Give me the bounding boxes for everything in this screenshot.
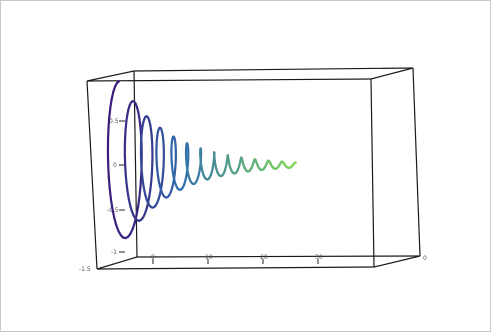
box-edge	[412, 67, 421, 257]
helix-series	[106, 80, 297, 240]
bounding-box	[86, 67, 421, 270]
helix-segment	[149, 180, 153, 191]
box-edge	[373, 255, 421, 268]
helix-segment	[107, 163, 110, 179]
helix-segment	[124, 127, 127, 139]
helix-segment	[140, 170, 144, 180]
x-end-tick-label: 0	[423, 255, 427, 262]
y-corner-tick-label: -1.5	[79, 266, 91, 273]
helix-segment	[138, 185, 142, 198]
box-edge	[133, 67, 414, 72]
helix-segment	[139, 174, 143, 188]
box-edge	[96, 266, 375, 270]
helix-segment	[150, 172, 153, 183]
helix-segment	[113, 217, 118, 227]
helix-segment	[135, 205, 140, 217]
y-tick-label: 0.5	[109, 118, 119, 125]
x-tick-label: 0	[151, 254, 155, 261]
helix-segment	[108, 106, 112, 119]
helix-segment	[124, 120, 128, 131]
box-edge	[136, 255, 421, 258]
box-edge	[133, 70, 138, 258]
helix-segment	[137, 195, 141, 208]
helix-segment	[110, 90, 115, 101]
box-edge	[370, 78, 375, 268]
helix-segment	[126, 190, 130, 201]
box-edge	[86, 70, 135, 82]
helix-segment	[125, 182, 129, 193]
helix-segment	[107, 176, 111, 190]
helix-segment	[127, 198, 132, 207]
helix-segment	[109, 198, 114, 211]
x-tick-label: 10	[205, 254, 213, 261]
x-axis	[152, 259, 319, 264]
y-axis	[119, 120, 125, 253]
x-tick-label: 20	[260, 254, 268, 261]
y-tick-label: -1	[111, 249, 117, 256]
helix-segment	[107, 116, 111, 130]
helix-segment	[148, 188, 152, 198]
y-tick-label: 0	[113, 162, 117, 169]
box-edge	[370, 67, 414, 80]
box-edge	[86, 78, 372, 82]
helix-segment	[108, 187, 113, 201]
helix-segment	[124, 163, 127, 176]
helix-segment	[111, 208, 116, 220]
helix-segment	[125, 113, 129, 123]
helix-segment	[109, 98, 113, 109]
box-edge	[86, 80, 98, 270]
x-tick-label: 30	[315, 254, 323, 261]
box-edge	[96, 256, 138, 270]
helix-segment	[138, 117, 142, 128]
helix-segment	[124, 173, 128, 185]
helix-segment	[140, 163, 143, 174]
